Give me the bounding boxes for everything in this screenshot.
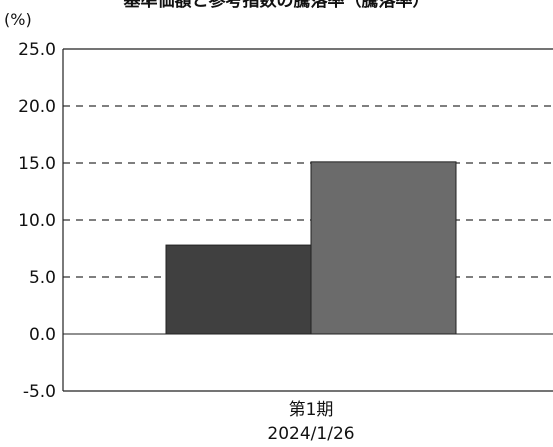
chart-title: 基準価額と参考指数の騰落率（騰落率） [123,0,430,11]
bar-series-1 [165,244,312,335]
x-category-label: 第1期 [289,400,334,420]
y-tick-label: 25.0 [18,40,56,60]
y-tick-label: -5.0 [23,382,56,402]
y-axis-unit-label: (%) [4,10,32,29]
axes [62,48,553,392]
y-tick-label: 0.0 [29,325,56,345]
x-category-labels: 第1期 2024/1/26 [267,400,354,444]
bar-group [165,161,457,335]
y-tick-label: 5.0 [29,268,56,288]
x-category-label: 2024/1/26 [267,424,354,444]
y-tick-label: 15.0 [18,154,56,174]
bar-series-2 [310,161,457,335]
y-tick-labels: 25.0 20.0 15.0 10.0 5.0 0.0 -5.0 [18,40,56,402]
y-tick-label: 20.0 [18,97,56,117]
y-tick-label: 10.0 [18,211,56,231]
